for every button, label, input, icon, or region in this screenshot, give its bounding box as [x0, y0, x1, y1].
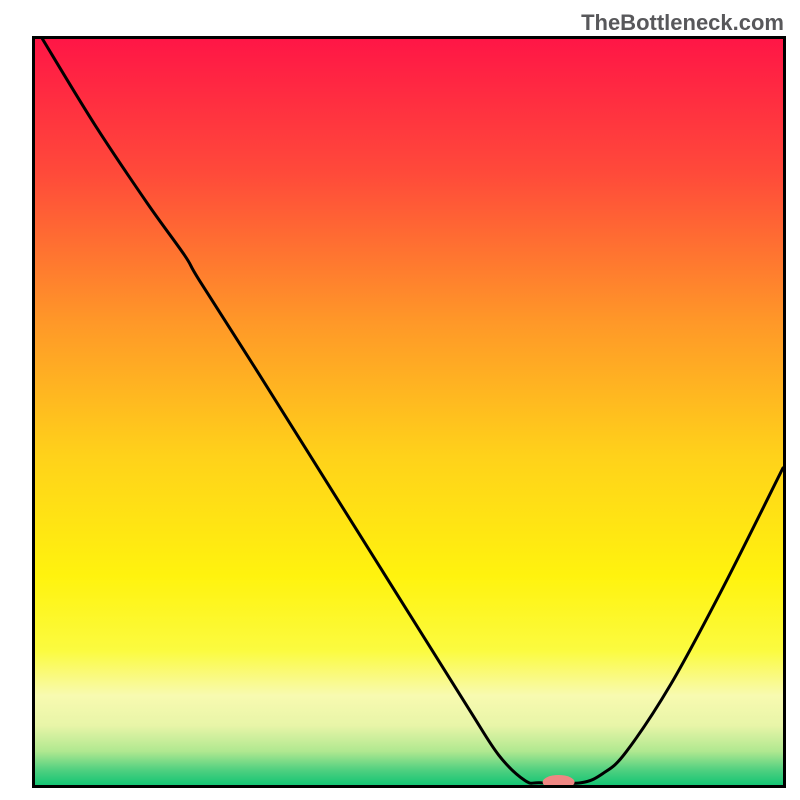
chart-plot-area	[32, 36, 786, 788]
watermark-text: TheBottleneck.com	[581, 10, 784, 36]
chart-svg	[35, 39, 783, 785]
chart-background	[35, 39, 783, 785]
